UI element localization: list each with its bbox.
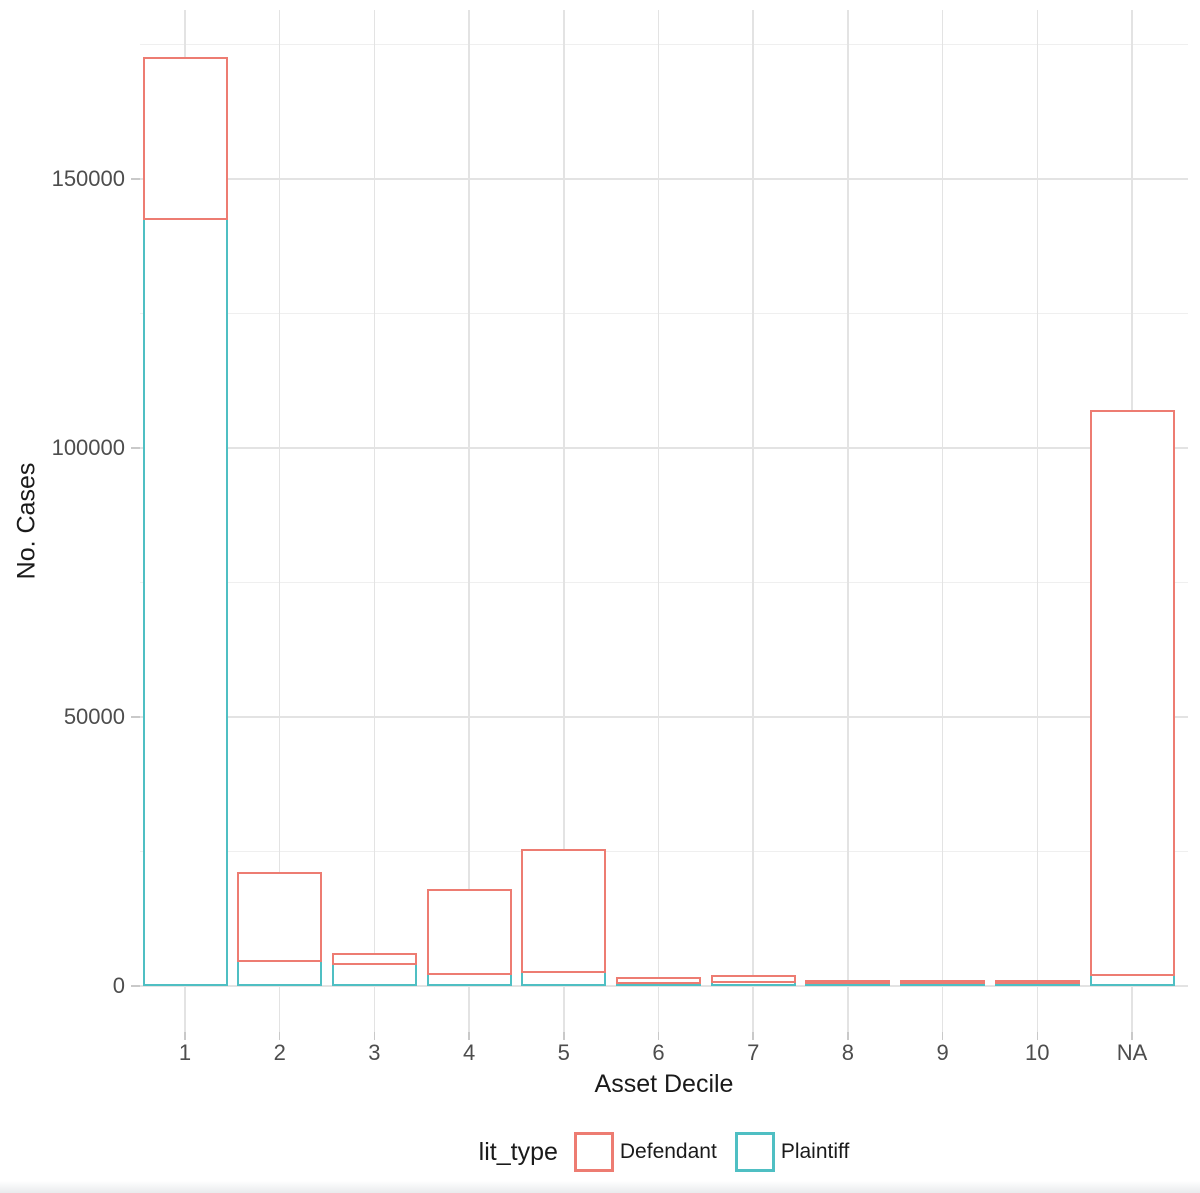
legend: lit_type Defendant Plaintiff <box>140 1126 1188 1178</box>
x-tick-label: 2 <box>273 1040 286 1065</box>
x-axis-tick-5 <box>563 1032 565 1040</box>
bar-segment-defendant-4 <box>426 888 512 976</box>
x-tick-label: NA <box>1116 1040 1148 1065</box>
x-axis-tick-8 <box>847 1032 849 1040</box>
bar-segment-defendant-NA <box>1089 410 1175 976</box>
bar-segment-plaintiff-2 <box>237 960 323 986</box>
gridline-major-x-8 <box>847 10 849 1032</box>
y-axis-title: No. Cases <box>12 462 41 580</box>
gridline-major-y-100000 <box>140 447 1188 449</box>
gridline-major-x-6 <box>657 10 660 1032</box>
y-axis-tick-100000 <box>131 447 140 449</box>
x-tick-label: 4 <box>462 1040 476 1065</box>
gridline-major-y-50000 <box>140 716 1188 718</box>
x-axis-tick-7 <box>752 1032 754 1040</box>
gridline-minor-y-125000 <box>140 313 1188 314</box>
gridline-minor-y-75000 <box>140 582 1188 583</box>
x-axis-tick-10 <box>1036 1032 1039 1040</box>
x-tick-label: 6 <box>652 1040 665 1065</box>
x-axis-tick-6 <box>657 1032 660 1040</box>
gridline-major-y-150000 <box>140 178 1188 180</box>
bar-segment-defendant-3 <box>331 953 417 966</box>
gridline-major-x-4 <box>468 10 470 1032</box>
gridline-major-x-2 <box>278 10 281 1032</box>
x-axis-tick-9 <box>941 1032 944 1040</box>
x-axis-tick-1 <box>184 1032 186 1040</box>
legend-entry-plaintiff: Plaintiff <box>734 1132 850 1172</box>
gridline-major-x-3 <box>373 10 376 1032</box>
x-tick-label: 10 <box>1025 1040 1050 1065</box>
x-axis-title: Asset Decile <box>594 1070 734 1098</box>
gridline-major-x-9 <box>941 10 944 1032</box>
legend-label-defendant: Defendant <box>619 1140 717 1163</box>
x-tick-label: 8 <box>841 1040 855 1065</box>
bar-segment-defendant-1 <box>142 56 228 221</box>
x-tick-label: 1 <box>178 1040 192 1065</box>
y-tick-label: 50000 <box>63 704 125 729</box>
bar-segment-defendant-2 <box>237 871 323 963</box>
legend-entry-defendant: Defendant <box>573 1132 717 1172</box>
x-tick-label: 5 <box>557 1040 570 1065</box>
x-tick-label: 3 <box>368 1040 381 1065</box>
bar-segment-defendant-6 <box>616 976 701 984</box>
x-axis-tick-NA <box>1131 1032 1133 1040</box>
x-axis-tick-3 <box>373 1032 376 1040</box>
y-axis-tick-50000 <box>131 716 140 718</box>
y-tick-label: 150000 <box>51 166 125 191</box>
legend-title: lit_type <box>478 1137 558 1166</box>
legend-key-plaintiff-icon <box>734 1132 775 1172</box>
bar-segment-plaintiff-5 <box>521 971 607 986</box>
x-tick-label: 9 <box>936 1040 949 1065</box>
y-axis-tick-0 <box>131 985 140 987</box>
bar-segment-defendant-10 <box>994 980 1080 984</box>
legend-key-defendant-icon <box>573 1132 614 1172</box>
bar-segment-plaintiff-1 <box>142 218 228 986</box>
bar-segment-defendant-9 <box>900 980 986 984</box>
gridline-major-x-5 <box>563 10 565 1032</box>
gridline-major-x-10 <box>1036 10 1039 1032</box>
bar-segment-defendant-7 <box>710 975 796 983</box>
bottom-edge-shadow <box>0 1181 1200 1193</box>
y-tick-label: 0 <box>112 973 125 998</box>
bar-segment-defendant-8 <box>805 980 891 984</box>
x-axis-tick-4 <box>468 1032 470 1040</box>
gridline-major-x-7 <box>752 10 754 1032</box>
x-tick-label: 7 <box>747 1040 760 1065</box>
x-axis-tick-2 <box>278 1032 281 1040</box>
y-axis-tick-150000 <box>131 178 140 180</box>
legend-label-plaintiff: Plaintiff <box>780 1140 850 1163</box>
bar-segment-plaintiff-3 <box>331 963 417 986</box>
y-tick-label: 100000 <box>51 435 125 460</box>
gridline-minor-y-25000 <box>140 851 1188 852</box>
bar-segment-defendant-5 <box>521 848 607 974</box>
gridline-major-y-0 <box>140 985 1188 987</box>
gridline-minor-y-175000 <box>140 44 1188 45</box>
